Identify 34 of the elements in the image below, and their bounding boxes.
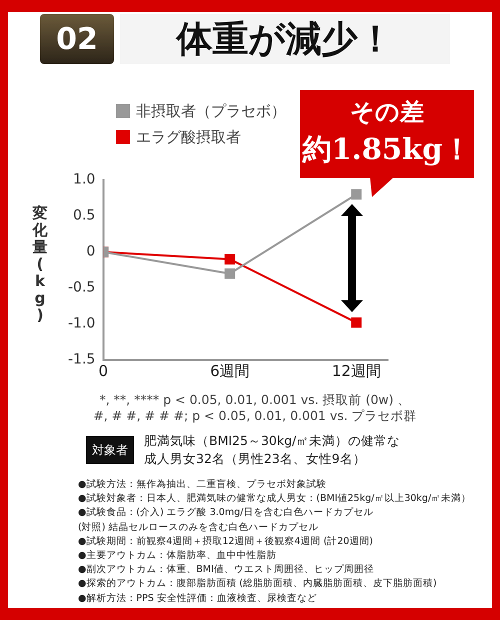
point: [351, 189, 362, 200]
y-axis-title: 変化量(kg): [31, 204, 48, 324]
text: (対照) 結晶セルロースのみを含む白色ハードカプセル: [78, 520, 320, 535]
y-tick-label: -1.5: [68, 352, 96, 368]
x-tick-label: 12週間: [332, 362, 381, 380]
y-tick-label: -0.5: [68, 280, 96, 296]
text: 02: [40, 14, 114, 64]
text: ●試験対象者：日本人、肥満気味の健常な成人男女：(BMI値25kg/㎡以上30kg/㎡未満）: [78, 492, 472, 506]
text: ●解析方法：PPS 安全性評価：血液検査、尿検査など: [78, 592, 318, 606]
text: その差: [349, 97, 425, 128]
y-tick-label: -1.0: [68, 316, 96, 332]
point: [351, 317, 362, 328]
text: ●副次アウトカム：体重、BMI値、ウエスト周囲径、ヒップ周囲径: [78, 563, 375, 578]
legend-label: 非摂取者（プラセボ）: [136, 101, 286, 122]
x-tick-label: 0: [98, 362, 108, 380]
text: ●探索的アウトカム：腹部脂肪面積 (総脂肪面積、内臓脂肪面積、皮下脂肪面積): [78, 577, 438, 592]
text: 対象者: [86, 436, 134, 464]
text: 成人男女32名（男性23名、女性9名）: [144, 450, 367, 468]
text: ●主要アウトカム：体脂肪率、血中中性脂肪: [78, 549, 278, 564]
legend-label: エラグ酸摂取者: [136, 127, 241, 148]
point: [224, 254, 236, 264]
text: *, **, **** p < 0.05, 0.01, 0.001 vs. 摂取前 (0w) 、: [98, 392, 412, 408]
chart-title: 体重が減少！: [120, 14, 450, 64]
text: ●試験食品：(介入) エラグ酸 3.0mg/日を含む白色ハードカプセル: [78, 506, 374, 520]
y-tick-label: 0: [86, 244, 96, 260]
text: ●試験期間：前観察4週間＋摂取12週間＋後観察4週間 (計20週間): [78, 534, 374, 549]
text: 約1.85kg！: [301, 131, 472, 168]
y-tick-label: 1.0: [73, 172, 96, 188]
text: 肥満気味（BMI25～30kg/㎡未満）の健常な: [144, 432, 402, 450]
text: #, # #, # # #; p < 0.05, 0.01, 0.001 vs. プラセボ群: [92, 408, 418, 424]
y-tick-label: 0.5: [73, 208, 96, 224]
point: [224, 268, 236, 279]
text: ●試験方法：無作為抽出、二重盲検、プラセボ対象試験: [78, 478, 328, 492]
x-tick-label: 6週間: [210, 362, 250, 380]
